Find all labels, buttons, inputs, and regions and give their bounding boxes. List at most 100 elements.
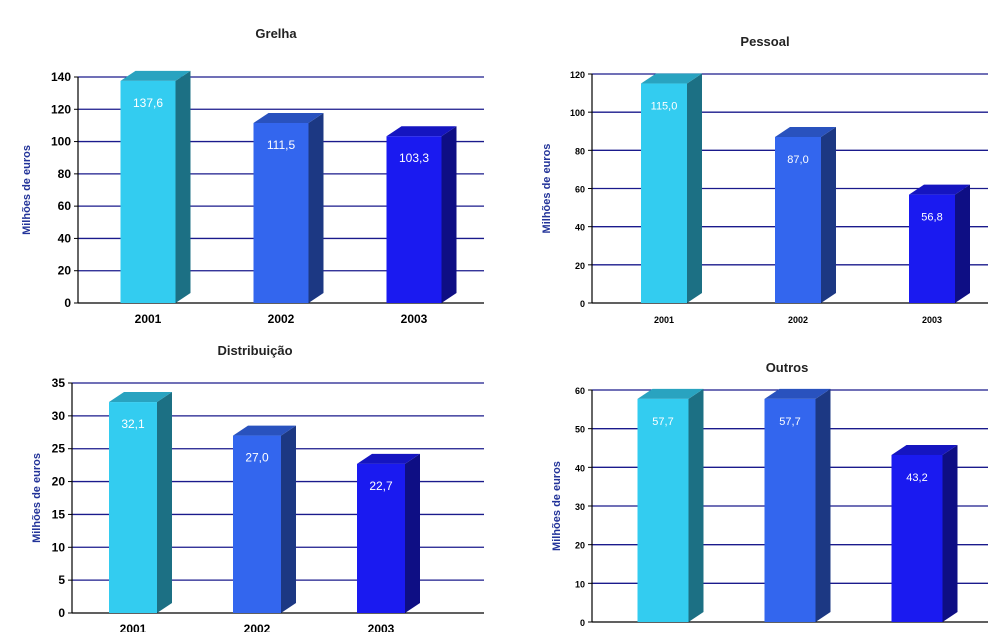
bar-top [909,184,970,195]
bar-2001 [637,388,704,622]
x-tick-label: 2002 [268,312,295,326]
y-tick-label: 20 [575,261,585,271]
bar-side [942,444,958,622]
bar-front [891,454,943,622]
y-tick-label: 30 [52,409,66,423]
bar-top [891,444,958,455]
bar-value-label: 56,8 [921,212,942,224]
y-tick-label: 0 [580,618,585,628]
y-tick-label: 100 [570,108,585,118]
y-tick-label: 120 [51,102,71,116]
bar-2002 [233,425,296,613]
y-tick-label: 140 [51,70,71,84]
y-tick-label: 20 [58,264,72,278]
y-tick-label: 20 [52,475,66,489]
bar-side [308,113,324,303]
bar-front [233,435,281,613]
x-tick-label: 2003 [368,622,395,632]
y-axis-label: Milhões de euros [31,453,43,543]
bar-front [357,463,405,613]
y-tick-label: 40 [58,231,72,245]
bar-2003 [357,453,420,613]
chart-title-pessoal: Pessoal [740,34,789,49]
y-tick-label: 100 [51,135,71,149]
y-tick-label: 20 [575,541,585,551]
bar-value-label: 111,5 [267,138,296,152]
bar-2002 [253,113,324,303]
bar-value-label: 103,3 [399,151,429,165]
bar-top [641,73,702,84]
bar-front [775,136,821,303]
bar-side [688,388,704,622]
bar-top [637,388,704,399]
bar-top [357,453,420,464]
bar-front [253,123,309,303]
x-tick-label: 2001 [120,622,147,632]
bar-front [109,402,157,613]
chart-title-outros: Outros [766,360,809,375]
bar-2003 [386,126,457,303]
bar-value-label: 27,0 [245,451,269,465]
y-tick-label: 40 [575,223,585,233]
bar-side [281,425,296,613]
y-tick-label: 35 [52,376,66,390]
y-tick-label: 25 [52,442,66,456]
bar-top [386,126,457,137]
y-tick-label: 60 [575,185,585,195]
bar-side [157,392,172,613]
chart-title-distribuicao: Distribuição [217,343,292,358]
chart-panel-pessoal: Pessoal Milhões de euros 0 20 40 60 80 100 120 11… [541,34,988,325]
bar-front [909,194,955,303]
bar-side [175,70,191,303]
bar-2002 [764,388,831,622]
bar-value-label: 57,7 [779,416,800,428]
bar-top [775,126,836,137]
bar-top [109,392,172,403]
bar-top [253,113,324,124]
y-tick-label: 80 [58,167,72,181]
y-tick-label: 60 [58,199,72,213]
y-tick-label: 50 [575,425,585,435]
y-axis-label: Milhões de euros [551,461,563,551]
y-tick-label: 30 [575,502,585,512]
bar-front [764,398,816,622]
bar-value-label: 32,1 [121,417,145,431]
bar-side [405,453,420,613]
bar-2001 [641,73,702,304]
chart-panel-distribuicao: Distribuição Milhões de euros 0 5 10 15 20 25 30… [31,343,484,632]
x-tick-label: 2001 [135,312,162,326]
y-axis-label: Milhões de euros [21,145,33,235]
bar-top [233,425,296,436]
bar-front [120,80,176,303]
y-tick-label: 0 [64,296,71,310]
bar-value-label: 137,6 [133,96,163,110]
bar-2003 [891,444,958,622]
bar-front [637,398,689,622]
bar-2001 [109,392,172,613]
y-tick-label: 15 [52,507,66,521]
bar-value-label: 57,7 [652,416,673,428]
y-tick-label: 0 [580,299,585,309]
bar-2002 [775,126,836,303]
x-tick-label: 2002 [788,315,808,325]
bar-front [641,83,687,304]
y-tick-label: 0 [58,606,65,620]
x-tick-label: 2002 [244,622,271,632]
y-tick-label: 80 [575,146,585,156]
y-tick-label: 5 [58,573,65,587]
x-tick-label: 2003 [401,312,428,326]
bar-value-label: 43,2 [906,472,927,484]
y-axis-label: Milhões de euros [541,144,553,234]
x-tick-label: 2001 [654,315,674,325]
bar-value-label: 22,7 [369,479,393,493]
bar-value-label: 87,0 [787,154,808,166]
bar-2001 [120,70,191,303]
bar-front [386,136,442,303]
y-tick-label: 10 [52,540,66,554]
bar-2003 [909,184,970,303]
bar-side [687,73,702,304]
x-tick-label: 2003 [922,315,942,325]
bar-side [821,126,836,303]
